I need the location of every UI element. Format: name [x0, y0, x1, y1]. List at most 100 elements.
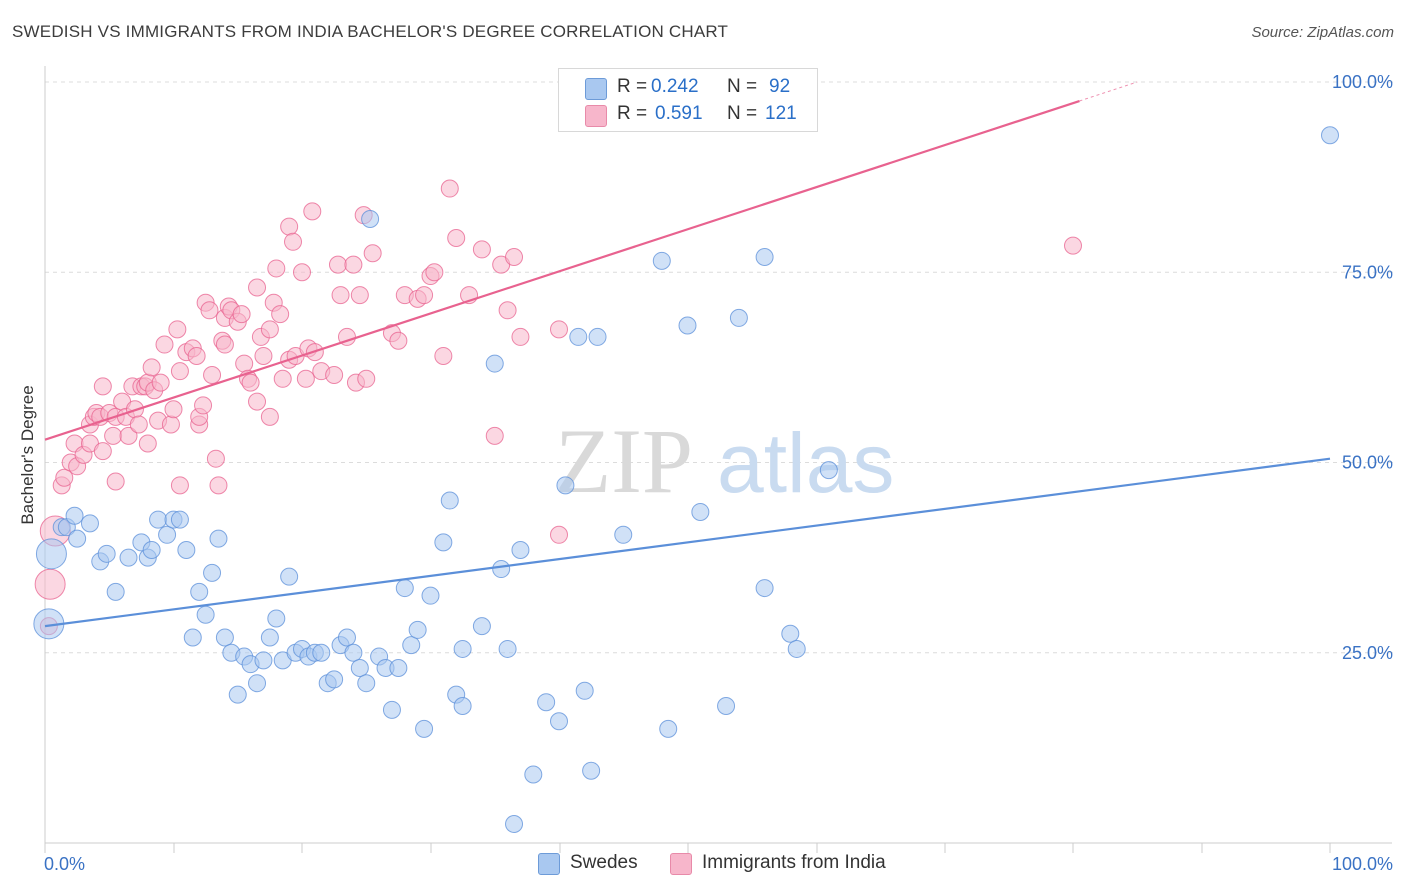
india-trend-extension	[1079, 81, 1138, 102]
swedes-point	[361, 209, 380, 228]
legend-n-value: 121	[765, 103, 797, 124]
legend: R = 0.242 N = 92 R = 0.591 N = 121	[558, 68, 818, 132]
series-swedes-points	[33, 126, 1339, 833]
swedes-point	[68, 529, 87, 548]
india-point	[106, 472, 125, 491]
india-point	[200, 301, 219, 320]
swedes-point	[260, 628, 279, 647]
swedes-point	[203, 563, 222, 582]
legend-swatch-swedes	[585, 78, 607, 100]
india-point	[104, 426, 123, 445]
swedes-point	[357, 674, 376, 693]
india-point	[440, 179, 459, 198]
y-tick-label: 50.0%	[1342, 453, 1393, 473]
swedes-point	[350, 658, 369, 677]
swedes-point	[35, 538, 67, 570]
india-point	[485, 426, 504, 445]
india-point	[215, 335, 234, 354]
swedes-point	[453, 697, 472, 716]
swedes-point	[787, 639, 806, 658]
india-point	[151, 373, 170, 392]
swedes-point	[537, 693, 556, 712]
india-point	[357, 369, 376, 388]
swedes-point	[588, 327, 607, 346]
india-point	[325, 365, 344, 384]
swedes-point	[440, 491, 459, 510]
legend-r-label: R =	[617, 76, 648, 97]
y-tick-label: 25.0%	[1342, 643, 1393, 663]
india-point	[203, 365, 222, 384]
india-point	[328, 255, 347, 274]
india-point	[260, 320, 279, 339]
series-india-points	[34, 179, 1082, 636]
y-tick-label: 75.0%	[1342, 262, 1393, 282]
bottom-legend: Swedes Immigrants from India	[0, 851, 1406, 877]
swedes-point	[402, 636, 421, 655]
india-point	[331, 286, 350, 305]
legend-r-value: 0.591	[655, 103, 703, 124]
y-axis-label: Bachelor's Degree	[18, 385, 37, 525]
india-point	[248, 392, 267, 411]
india-point	[93, 442, 112, 461]
axes	[44, 66, 1392, 853]
swedes-point	[569, 327, 588, 346]
legend-swatch-india	[585, 105, 607, 127]
india-point	[161, 415, 180, 434]
swedes-point	[511, 541, 530, 560]
bottom-legend-swatch-swedes	[538, 853, 560, 875]
swedes-point	[421, 586, 440, 605]
india-point	[271, 305, 290, 324]
y-tick-label: 100.0%	[1332, 72, 1393, 92]
india-point	[293, 263, 311, 282]
india-point	[284, 232, 303, 251]
swedes-point	[254, 651, 273, 670]
india-point	[260, 407, 279, 426]
swedes-point	[498, 639, 517, 658]
india-point	[273, 369, 292, 388]
swedes-point	[196, 605, 215, 624]
india-point	[1064, 236, 1082, 255]
india-point	[168, 320, 187, 339]
india-point	[142, 358, 161, 377]
india-point	[434, 346, 453, 365]
india-point	[350, 286, 369, 305]
india-point	[232, 305, 251, 324]
swedes-point	[106, 582, 125, 601]
swedes-point	[781, 624, 800, 643]
india-point	[55, 468, 74, 487]
india-point	[472, 240, 491, 259]
swedes-point	[582, 761, 601, 780]
india-point	[248, 278, 267, 297]
swedes-point	[453, 639, 472, 658]
swedes-point	[524, 765, 543, 784]
india-point	[505, 248, 524, 267]
bottom-legend-swatch-india	[670, 853, 692, 875]
swedes-point	[691, 502, 710, 521]
swedes-point	[65, 506, 84, 525]
swedes-point	[142, 541, 161, 560]
legend-n-label: N =	[727, 76, 758, 97]
swedes-point	[337, 628, 356, 647]
swedes-point	[755, 579, 774, 598]
swedes-point	[170, 510, 189, 529]
swedes-point	[190, 582, 209, 601]
india-point	[254, 346, 273, 365]
swedes-point	[119, 548, 138, 567]
india-trend-line	[44, 99, 1080, 441]
india-point	[303, 202, 322, 221]
swedes-point	[312, 643, 331, 662]
tick-labels: 25.0% 50.0% 75.0% 100.0% 0.0% 100.0%	[44, 72, 1393, 874]
swedes-point	[382, 700, 401, 719]
swedes-point	[177, 541, 196, 560]
swedes-point	[267, 609, 286, 628]
india-point	[267, 259, 286, 278]
india-point	[170, 476, 189, 495]
swedes-point	[1321, 126, 1339, 145]
watermark-atlas: atlas	[717, 416, 894, 510]
swedes-point	[492, 560, 511, 579]
swedes-trend-line	[44, 457, 1331, 628]
india-point	[363, 244, 382, 263]
swedes-point	[614, 525, 633, 544]
india-point	[34, 568, 66, 600]
bottom-legend-label-swedes: Swedes	[570, 852, 638, 873]
